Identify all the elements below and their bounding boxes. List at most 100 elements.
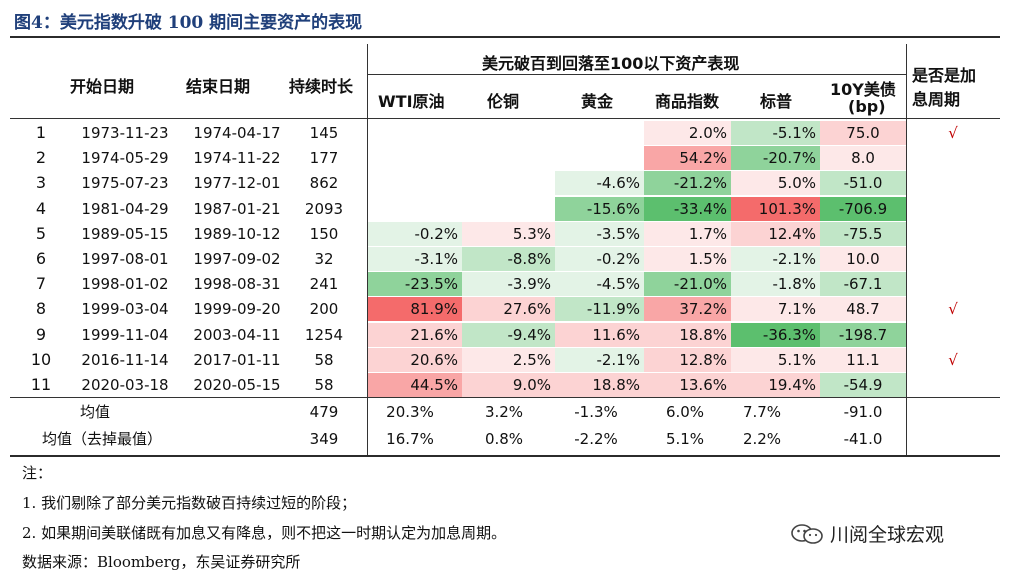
cell-hike: √ <box>948 350 958 369</box>
table-title: 图4：美元指数升破 100 期间主要资产的表现 <box>14 13 363 33</box>
cell-gold: -4.6% <box>555 171 644 196</box>
cell-end: 1999-09-20 <box>193 300 281 319</box>
watermark-text: 川阅全球宏观 <box>830 524 945 546</box>
cell-hike <box>906 373 1000 397</box>
cell-end: 2017-01-11 <box>193 350 281 369</box>
cell-dur: 1254 <box>304 325 344 344</box>
cell-no: 3 <box>35 173 47 193</box>
cell-end: 1977-12-01 <box>193 174 281 193</box>
cell-gold <box>555 121 644 145</box>
cell-end: 1989-10-12 <box>193 224 281 243</box>
cell-wti: 81.9% <box>368 297 462 322</box>
cell-hike <box>906 247 1000 271</box>
cell-start: 1973-11-23 <box>81 124 169 142</box>
cell-dur: 241 <box>309 275 339 294</box>
cell-bond: -54.9 <box>820 373 906 397</box>
summary-bond: -41.0 <box>843 430 883 448</box>
note-2: 2. 如果期间美联储既有加息又有降息，则不把这一时期认定为加息周期。 <box>22 524 507 542</box>
cell-sp: 101.3% <box>731 196 820 221</box>
cell-no: 11 <box>30 375 52 394</box>
summary-dur: 479 <box>309 403 339 421</box>
cell-start: 2020-03-18 <box>81 376 169 394</box>
group-underline <box>368 74 906 75</box>
summary-gold: -1.3% <box>574 403 618 421</box>
header-start: 开始日期 <box>70 77 135 96</box>
cell-commodity: -21.2% <box>644 171 731 196</box>
notes-label: 注： <box>22 464 53 482</box>
top-rule <box>10 36 1000 38</box>
cell-sp: -20.7% <box>731 146 820 171</box>
cell-sp: 19.4% <box>731 373 820 397</box>
column-divider-right <box>906 44 907 455</box>
cell-hike <box>906 171 1000 195</box>
cell-bond: -67.1 <box>820 272 906 297</box>
cell-start: 1975-07-23 <box>81 174 169 193</box>
summary-commodity: 6.0% <box>665 403 705 421</box>
cell-bond: -51.0 <box>820 171 906 196</box>
cell-commodity: -21.0% <box>644 272 731 297</box>
cell-dur: 145 <box>309 124 339 142</box>
cell-copper: -3.9% <box>462 272 555 297</box>
cell-copper <box>462 197 555 221</box>
cell-sp: 5.0% <box>731 171 820 196</box>
header-bond: 10Y美债 <box>830 80 896 99</box>
summary-wti: 16.7% <box>386 430 434 448</box>
cell-commodity: -33.4% <box>644 196 731 221</box>
cell-bond: 8.0 <box>820 146 906 171</box>
cell-no: 9 <box>35 324 47 344</box>
cell-gold: 18.8% <box>555 373 644 397</box>
summary-rule <box>10 397 1000 398</box>
cell-bond: 11.1 <box>820 347 906 372</box>
summary-bond: -91.0 <box>843 403 883 421</box>
cell-no: 1 <box>35 123 47 142</box>
summary-label: 均值（去掉最值） <box>42 430 163 448</box>
cell-no: 2 <box>35 148 47 168</box>
cell-copper: 5.3% <box>462 221 555 246</box>
cell-hike <box>906 323 1000 347</box>
cell-bond: -75.5 <box>820 221 906 246</box>
cell-start: 1998-01-02 <box>81 275 169 294</box>
cell-end: 2020-05-15 <box>193 376 281 394</box>
summary-sp: 2.2% <box>742 430 782 448</box>
header-commodity: 商品指数 <box>655 92 720 111</box>
cell-copper: 2.5% <box>462 347 555 372</box>
cell-copper: 27.6% <box>462 297 555 322</box>
cell-commodity: 1.7% <box>644 221 731 246</box>
cell-dur: 177 <box>309 149 339 168</box>
cell-end: 1998-08-31 <box>193 275 281 294</box>
data-source: 数据来源：Bloomberg，东吴证券研究所 <box>22 553 301 571</box>
cell-no: 6 <box>35 249 47 268</box>
cell-wti <box>368 197 462 221</box>
cell-wti: -3.1% <box>368 247 462 271</box>
cell-hike: √ <box>948 124 958 142</box>
cell-no: 7 <box>35 274 47 294</box>
cell-sp: 7.1% <box>731 297 820 322</box>
cell-gold: -11.9% <box>555 297 644 322</box>
cell-commodity: 13.6% <box>644 373 731 397</box>
cell-sp: -5.1% <box>731 121 820 145</box>
header-duration: 持续时长 <box>289 77 354 96</box>
cell-bond: -198.7 <box>820 322 906 347</box>
cell-dur: 862 <box>309 174 339 193</box>
cell-start: 1999-11-04 <box>81 325 169 344</box>
cell-start: 1997-08-01 <box>81 250 169 268</box>
cell-start: 1981-04-29 <box>81 199 169 218</box>
cell-end: 1974-04-17 <box>193 124 281 142</box>
cell-start: 1974-05-29 <box>81 149 169 168</box>
cell-dur: 200 <box>309 300 339 319</box>
cell-dur: 150 <box>309 224 339 243</box>
cell-gold: -3.5% <box>555 221 644 246</box>
cell-sp: -2.1% <box>731 247 820 271</box>
cell-wti: -23.5% <box>368 272 462 297</box>
cell-start: 2016-11-14 <box>81 350 169 369</box>
summary-sp: 7.7% <box>742 403 782 421</box>
summary-wti: 20.3% <box>386 403 434 421</box>
cell-dur: 32 <box>314 250 334 268</box>
cell-start: 1999-03-04 <box>81 300 169 319</box>
cell-bond: 10.0 <box>820 247 906 271</box>
header-end: 结束日期 <box>186 77 251 96</box>
header-bond-unit: (bp) <box>848 97 886 116</box>
cell-bond: 75.0 <box>820 121 906 145</box>
cell-copper <box>462 146 555 170</box>
cell-wti: 20.6% <box>368 347 462 372</box>
